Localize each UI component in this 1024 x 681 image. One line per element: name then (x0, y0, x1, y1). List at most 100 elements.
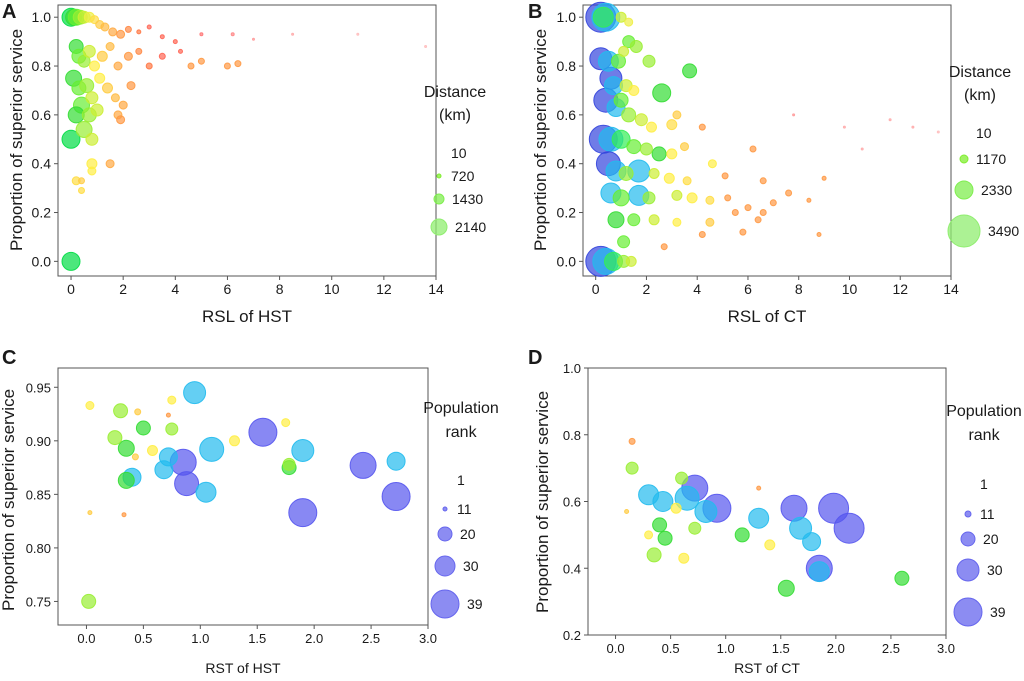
data-point (386, 451, 406, 471)
data-point (356, 32, 360, 36)
data-point (187, 62, 195, 70)
data-point (197, 57, 205, 65)
data-point (145, 62, 153, 70)
data-point (682, 176, 692, 186)
y-axis-title-d: Proportion of superior service (533, 391, 552, 613)
y-tick-label: 0.8 (557, 58, 577, 74)
data-point (615, 11, 627, 23)
x-tick-label: 0.0 (606, 641, 624, 656)
data-point (724, 194, 732, 202)
data-point (698, 123, 706, 131)
legend-title: Population (946, 403, 1022, 420)
data-point (282, 457, 296, 471)
data-point (808, 561, 830, 583)
data-point (612, 189, 630, 207)
x-tick-label: 2.5 (362, 631, 380, 646)
data-point (134, 408, 142, 416)
panel-label-a: A (2, 1, 16, 23)
data-point (682, 63, 698, 79)
data-point (744, 204, 752, 212)
data-point (135, 47, 143, 55)
panel-label-b: B (528, 1, 542, 23)
data-point (625, 461, 639, 475)
data-point (118, 100, 128, 110)
data-point (592, 6, 614, 28)
data-point (61, 251, 81, 271)
legend-value: 1430 (452, 191, 483, 207)
data-point (229, 435, 240, 447)
data-point (381, 482, 411, 511)
legend-value: 11 (457, 501, 472, 517)
x-axis-title-b: RSL of CT (728, 307, 807, 326)
data-point (663, 172, 675, 184)
data-point (113, 61, 123, 71)
y-axis-title-c: Proportion of superior service (0, 389, 18, 611)
data-point (694, 500, 718, 523)
data-point (888, 118, 892, 122)
y-tick-label: 0.95 (26, 380, 51, 395)
data-point (806, 197, 812, 203)
data-point (96, 50, 108, 62)
y-axis-title-a: Proportion of superior service (7, 29, 26, 251)
data-point (82, 44, 96, 58)
x-tick-label: 1.0 (191, 631, 209, 646)
y-tick-label: 0.4 (563, 561, 581, 576)
data-point (698, 231, 706, 238)
x-tick-label: 6 (224, 281, 232, 297)
data-point (639, 142, 653, 156)
legend-marker (947, 214, 981, 248)
data-point (178, 48, 183, 54)
data-point (705, 217, 715, 227)
data-point (154, 460, 174, 480)
data-point (183, 381, 207, 405)
data-point (777, 579, 795, 597)
data-point (87, 510, 93, 516)
legend-value: 20 (460, 526, 476, 542)
data-point (113, 403, 129, 419)
data-point (291, 439, 315, 462)
y-tick-label: 0.80 (26, 541, 51, 556)
legend-value: 30 (463, 558, 479, 574)
legend-marker (954, 180, 974, 200)
legend-value: 3490 (988, 223, 1019, 239)
data-point (627, 213, 641, 227)
x-tick-label: 0 (67, 281, 75, 297)
data-point (628, 85, 640, 96)
legend-marker (433, 193, 445, 205)
x-tick-label: 2 (643, 281, 651, 297)
data-point (785, 189, 793, 197)
data-point (110, 93, 120, 103)
data-point (759, 209, 767, 216)
chart-panel-a: A 0 2 4 6 8 10 12 14 0.0 0.2 0.4 0.6 0.8 1.0 RSL of H… (2, 1, 486, 326)
data-point (675, 471, 689, 485)
x-axis-title-d: RST of CT (734, 660, 800, 676)
legend-value: 2140 (455, 219, 486, 235)
data-point (75, 121, 93, 138)
y-tick-label: 0.85 (26, 487, 51, 502)
legend-marker (959, 154, 969, 164)
data-point (721, 172, 729, 180)
data-point (642, 191, 656, 205)
x-tick-label: 14 (428, 281, 444, 297)
data-point (769, 199, 777, 207)
data-point (195, 481, 217, 503)
y-tick-label: 0.90 (26, 434, 51, 449)
legend-marker (430, 218, 448, 236)
data-point (651, 146, 667, 162)
legend-marker (960, 531, 976, 547)
legend-value: 2330 (981, 182, 1012, 198)
legend-title: (km) (964, 87, 996, 104)
data-point (107, 430, 123, 446)
data-point (652, 83, 672, 103)
data-point (123, 51, 133, 61)
y-tick-label: 0.2 (32, 205, 52, 221)
data-point (90, 103, 104, 117)
legend-value: 720 (451, 168, 475, 184)
data-point (199, 32, 204, 37)
legend-marker (956, 558, 980, 582)
legend-marker (437, 526, 453, 542)
data-point (349, 451, 377, 479)
x-tick-label: 1.0 (717, 641, 735, 656)
legend-title: rank (968, 427, 1000, 444)
x-tick-label: 2 (119, 281, 127, 297)
